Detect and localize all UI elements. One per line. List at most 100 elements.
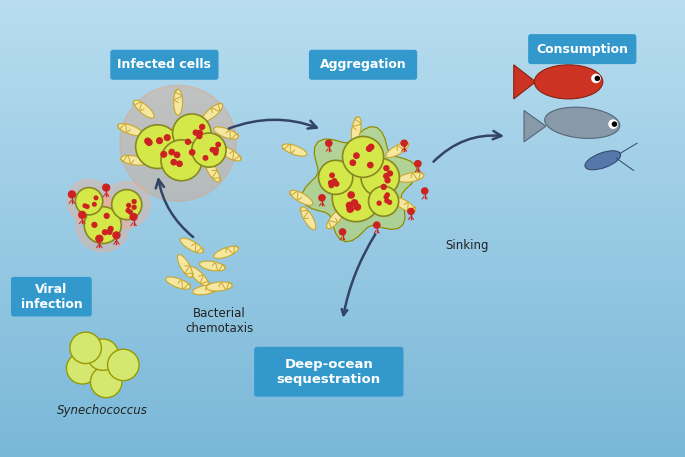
Circle shape: [347, 202, 353, 208]
Circle shape: [384, 195, 388, 199]
Circle shape: [108, 349, 139, 381]
Circle shape: [214, 151, 218, 155]
Text: Deep-ocean
sequestration: Deep-ocean sequestration: [277, 358, 381, 386]
Ellipse shape: [585, 151, 621, 170]
Circle shape: [68, 191, 75, 198]
Circle shape: [83, 204, 87, 207]
Circle shape: [92, 202, 96, 206]
Circle shape: [332, 174, 380, 222]
Circle shape: [369, 186, 399, 216]
Circle shape: [374, 222, 379, 228]
Circle shape: [384, 166, 389, 170]
Circle shape: [203, 156, 208, 160]
Circle shape: [79, 212, 86, 218]
Circle shape: [366, 146, 372, 151]
Text: Consumption: Consumption: [536, 43, 628, 56]
Ellipse shape: [121, 155, 147, 165]
Circle shape: [354, 204, 360, 210]
Circle shape: [609, 120, 617, 128]
FancyArrowPatch shape: [229, 120, 316, 128]
Circle shape: [75, 187, 103, 215]
Circle shape: [595, 76, 599, 80]
Circle shape: [361, 158, 399, 197]
Circle shape: [401, 140, 407, 146]
Circle shape: [329, 173, 334, 177]
Ellipse shape: [134, 100, 154, 118]
Ellipse shape: [386, 143, 409, 158]
Circle shape: [384, 174, 388, 179]
Ellipse shape: [192, 285, 219, 295]
FancyArrowPatch shape: [434, 131, 501, 162]
Ellipse shape: [199, 261, 225, 271]
Circle shape: [332, 179, 336, 183]
Circle shape: [103, 184, 110, 191]
Circle shape: [334, 182, 338, 186]
Polygon shape: [302, 127, 418, 242]
Circle shape: [319, 160, 353, 194]
Circle shape: [592, 74, 600, 83]
Circle shape: [157, 138, 162, 143]
Circle shape: [197, 133, 202, 138]
Circle shape: [192, 133, 226, 167]
Circle shape: [127, 203, 131, 207]
Circle shape: [108, 227, 113, 231]
Circle shape: [186, 139, 190, 144]
Circle shape: [329, 183, 334, 188]
Circle shape: [386, 193, 389, 197]
Circle shape: [612, 122, 616, 126]
Circle shape: [408, 208, 414, 214]
Polygon shape: [514, 65, 536, 99]
Ellipse shape: [327, 208, 345, 228]
Circle shape: [190, 150, 195, 155]
Ellipse shape: [205, 159, 220, 182]
Ellipse shape: [202, 104, 223, 122]
Circle shape: [421, 188, 427, 194]
Circle shape: [199, 124, 205, 129]
Ellipse shape: [180, 238, 203, 253]
Ellipse shape: [166, 277, 190, 289]
Ellipse shape: [218, 146, 241, 161]
Circle shape: [120, 85, 236, 201]
FancyBboxPatch shape: [309, 50, 417, 80]
Circle shape: [70, 332, 101, 364]
Text: Viral
infection: Viral infection: [21, 283, 82, 311]
Circle shape: [161, 151, 166, 157]
Circle shape: [130, 213, 137, 220]
Circle shape: [86, 205, 89, 208]
Circle shape: [161, 140, 202, 181]
Ellipse shape: [214, 127, 238, 139]
Circle shape: [340, 229, 345, 235]
Circle shape: [90, 366, 122, 398]
Text: Synechococcus: Synechococcus: [58, 404, 148, 417]
FancyBboxPatch shape: [110, 50, 219, 80]
Ellipse shape: [118, 123, 142, 136]
Circle shape: [382, 185, 386, 189]
Ellipse shape: [282, 144, 307, 156]
Text: Infected cells: Infected cells: [117, 58, 212, 71]
Circle shape: [319, 195, 325, 201]
Circle shape: [96, 235, 103, 242]
Circle shape: [132, 205, 136, 209]
Circle shape: [173, 114, 211, 152]
Ellipse shape: [398, 172, 424, 182]
Circle shape: [87, 339, 119, 370]
Circle shape: [147, 140, 152, 145]
Circle shape: [175, 152, 179, 158]
Text: Aggregation: Aggregation: [320, 58, 406, 71]
Circle shape: [132, 200, 136, 203]
Circle shape: [385, 178, 390, 183]
Ellipse shape: [206, 282, 232, 291]
Circle shape: [348, 192, 354, 198]
Ellipse shape: [534, 65, 603, 99]
Circle shape: [216, 143, 221, 147]
Circle shape: [342, 137, 384, 177]
Circle shape: [369, 144, 374, 149]
Circle shape: [377, 201, 381, 205]
Circle shape: [95, 196, 98, 200]
Circle shape: [210, 148, 214, 152]
Circle shape: [329, 181, 333, 185]
Circle shape: [112, 190, 142, 220]
Circle shape: [104, 213, 109, 218]
Circle shape: [388, 200, 392, 204]
Ellipse shape: [214, 246, 238, 259]
